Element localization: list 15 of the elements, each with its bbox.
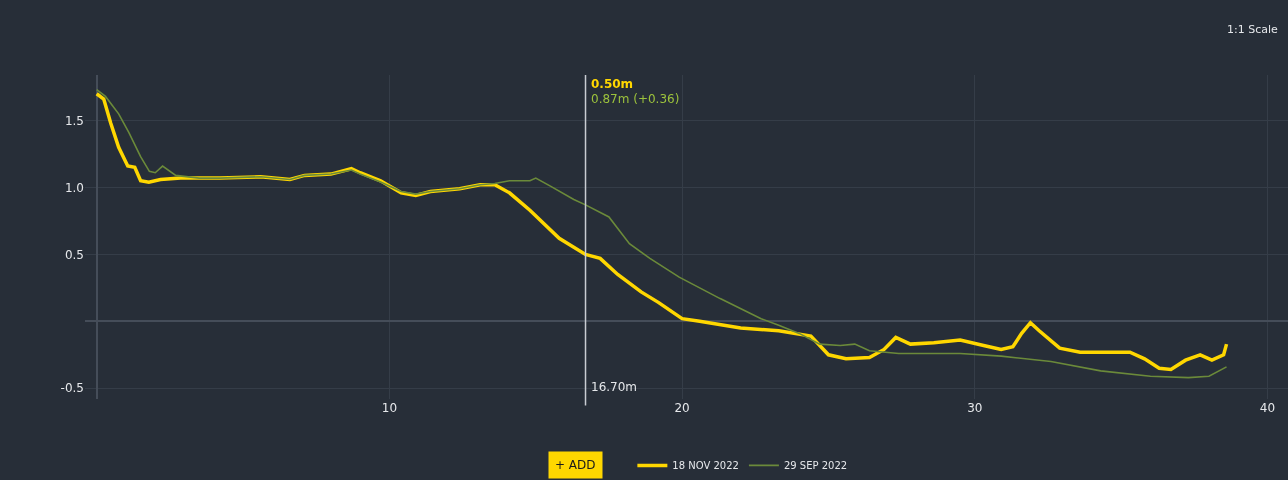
- legend-label: 29 SEP 2022: [783, 460, 848, 472]
- annotation: 0.87m (+0.36): [591, 92, 680, 106]
- x-tick-label: 20: [674, 401, 690, 415]
- text: 1:1 Scale: [1227, 23, 1279, 36]
- y-tick-label: 1.0: [64, 180, 84, 195]
- y-tick-label: 1.5: [64, 113, 84, 128]
- legend-label: 18 NOV 2022: [672, 460, 739, 472]
- y-tick-label: -0.5: [60, 381, 84, 396]
- ref-line-label: 16.70m: [591, 380, 638, 394]
- text: + ADD: [555, 458, 596, 472]
- annotation: 0.50m: [591, 77, 634, 91]
- y-tick-label: 0.5: [64, 247, 84, 262]
- x-tick-label: 40: [1259, 401, 1276, 415]
- x-tick-label: 10: [381, 401, 398, 415]
- x-tick-label: 30: [967, 401, 983, 415]
